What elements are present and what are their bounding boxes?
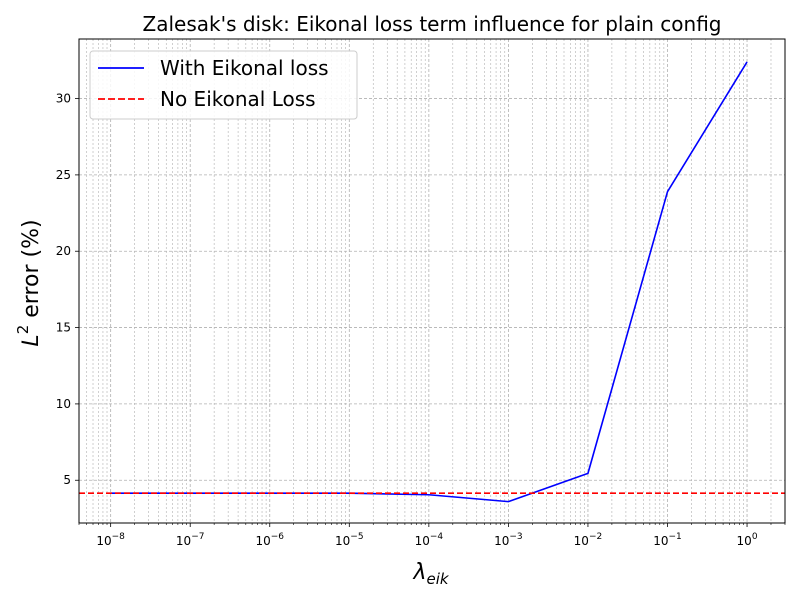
minor-grid	[78, 39, 786, 523]
legend-label-no-eikonal: No Eikonal Loss	[160, 87, 316, 111]
y-axis-ticks: 5 10 15 20 25 30	[56, 92, 79, 487]
x-tick-label: 10−8	[96, 532, 125, 548]
y-tick-label: 15	[56, 321, 71, 335]
y-tick-label: 30	[56, 92, 71, 106]
plot-frame	[78, 38, 786, 524]
x-axis-label: λeik	[412, 560, 449, 588]
y-tick-label: 5	[63, 473, 71, 487]
x-tick-label: 10−6	[255, 532, 284, 548]
y-tick-label: 10	[56, 397, 71, 411]
x-tick-label: 10−5	[335, 532, 364, 548]
x-tick-label: 100	[737, 532, 758, 548]
y-axis-label: L2 error (%)	[14, 219, 44, 346]
series-layer	[79, 61, 785, 503]
legend-label-with-eikonal: With Eikonal loss	[160, 56, 329, 80]
y-tick-label: 20	[56, 244, 71, 258]
legend: With Eikonal loss No Eikonal Loss	[89, 50, 358, 120]
legend-box	[89, 50, 358, 120]
chart-title: Zalesak's disk: Eikonal loss term influe…	[143, 12, 722, 36]
x-tick-label: 10−7	[176, 532, 205, 548]
x-axis-ticks: 10−8 10−7 10−6 10−5 10−4 10−3 10−2 10−1 100	[78, 523, 786, 548]
x-tick-label: 10−2	[574, 532, 603, 548]
y-tick-label: 25	[56, 168, 71, 182]
x-tick-label: 10−3	[494, 532, 523, 548]
x-tick-label: 10−4	[415, 532, 444, 548]
x-tick-label: 10−1	[653, 532, 682, 548]
